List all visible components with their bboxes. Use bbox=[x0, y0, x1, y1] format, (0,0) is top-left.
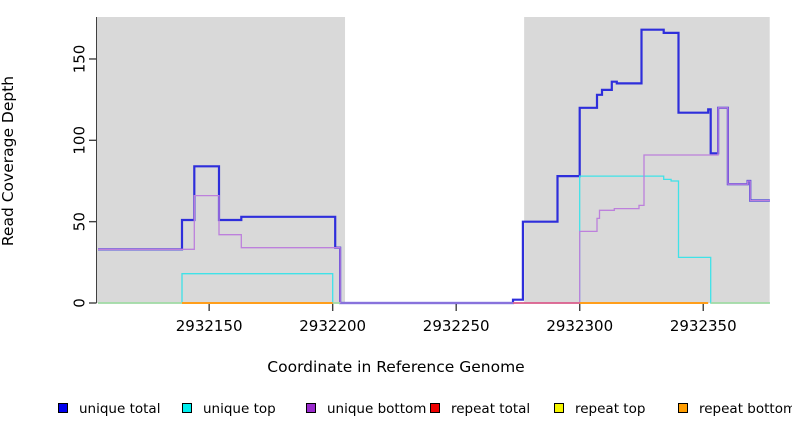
y-tick-label: 150 bbox=[71, 45, 89, 74]
shaded-region-right bbox=[524, 17, 770, 303]
legend-swatch-unique-bottom bbox=[306, 403, 316, 413]
legend-label-unique-bottom: unique bottom bbox=[327, 401, 427, 417]
legend-swatch-repeat-top bbox=[554, 403, 564, 413]
y-axis-title: Read Coverage Depth bbox=[0, 75, 17, 247]
y-tick-label: 0 bbox=[71, 298, 89, 308]
legend-label-repeat-top: repeat top bbox=[575, 401, 646, 417]
legend-swatch-unique-top bbox=[182, 403, 192, 413]
x-tick-label: 2932350 bbox=[670, 317, 737, 335]
series-line-unique-top bbox=[98, 175, 770, 304]
y-tick-label: 100 bbox=[71, 126, 89, 155]
legend-label-unique-total: unique total bbox=[79, 401, 161, 417]
legend-label-unique-top: unique top bbox=[203, 401, 276, 417]
legend-swatch-repeat-total bbox=[430, 403, 440, 413]
legend-swatch-repeat-bottom bbox=[678, 403, 688, 413]
legend-swatch-unique-total bbox=[58, 403, 68, 413]
x-tick-label: 2932200 bbox=[299, 317, 366, 335]
legend-label-repeat-total: repeat total bbox=[451, 401, 531, 417]
legend-label-repeat-bottom: repeat bottom bbox=[699, 401, 792, 417]
x-tick-label: 2932300 bbox=[546, 317, 613, 335]
y-tick-label: 50 bbox=[71, 212, 89, 231]
x-axis-title: Coordinate in Reference Genome bbox=[267, 358, 525, 376]
x-tick-label: 2932250 bbox=[423, 317, 490, 335]
series-line-unique-bottom bbox=[98, 107, 770, 304]
shaded-region-left bbox=[97, 17, 346, 303]
x-tick-label: 2932150 bbox=[176, 317, 243, 335]
legend: unique total unique top unique bottom repea… bbox=[0, 400, 792, 424]
